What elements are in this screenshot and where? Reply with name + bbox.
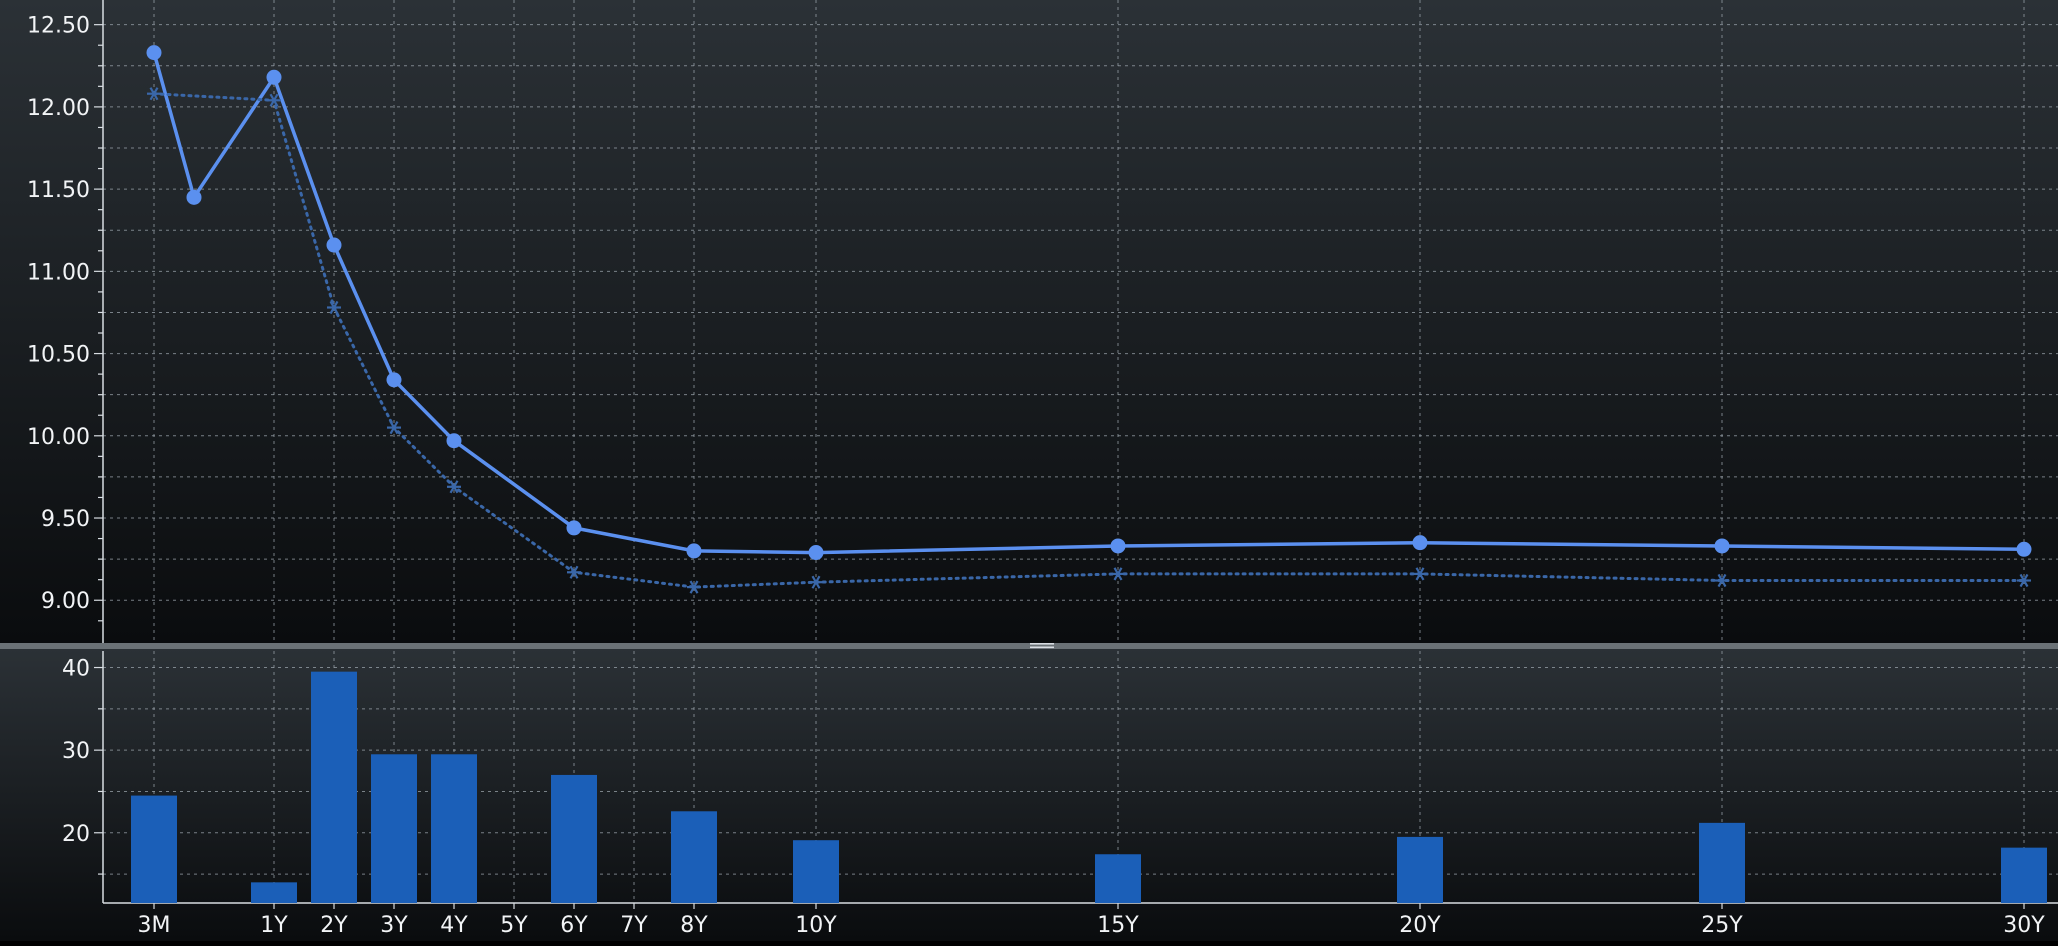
x-tick-label: 10Y [795, 913, 837, 938]
y-tick-label-bottom: 20 [62, 822, 90, 847]
volume-bars [131, 671, 2047, 903]
y-tick-label-top: 9.50 [41, 507, 90, 532]
x-tick-label: 6Y [560, 913, 588, 938]
current-curve-point [1412, 535, 1428, 551]
volume-bar [131, 795, 177, 903]
current-curve-point [386, 372, 402, 388]
volume-bar [793, 840, 839, 903]
current-curve-point [686, 543, 702, 559]
previous-curve-line [152, 92, 2026, 589]
x-tick-label: 15Y [1097, 913, 1139, 938]
current-curve-point [266, 69, 282, 85]
star-stroke [569, 565, 579, 579]
previous-curve-point [1413, 567, 1427, 581]
previous-curve-point [447, 480, 461, 494]
grid-lines [103, 0, 2058, 903]
current-curve-point [186, 189, 202, 205]
yield-lines [146, 45, 2032, 594]
lower-panel-background [0, 648, 2058, 941]
volume-bar [2001, 847, 2047, 903]
x-tick-label: 25Y [1701, 913, 1743, 938]
star-stroke [329, 300, 339, 315]
previous-curve-point [267, 93, 281, 107]
star-stroke [389, 420, 399, 435]
current-curve-point [2016, 541, 2032, 557]
x-tick-label: 4Y [440, 913, 468, 938]
x-tick-label: 20Y [1399, 913, 1441, 938]
panel-divider[interactable] [0, 643, 2058, 649]
divider-grip-icon[interactable] [1030, 643, 1054, 649]
x-tick-label: 2Y [320, 913, 348, 938]
previous-curve-point [809, 575, 823, 589]
volume-bar [371, 754, 417, 903]
previous-curve-point [567, 565, 581, 579]
x-tick-label: 3Y [380, 913, 408, 938]
y-tick-label-bottom: 30 [62, 739, 90, 764]
star-stroke [1717, 573, 1727, 588]
current-curve-point [808, 545, 824, 561]
x-tick-label: 1Y [260, 913, 288, 938]
y-tick-label-top: 10.50 [27, 343, 90, 368]
volume-bar [1397, 836, 1443, 903]
volume-bar [671, 811, 717, 903]
star-stroke [2019, 573, 2029, 588]
star-stroke [269, 93, 279, 107]
y-tick-label-top: 12.50 [27, 14, 90, 39]
current-curve-point [326, 237, 342, 253]
previous-curve-point [147, 87, 161, 101]
current-curve-point [1714, 538, 1730, 554]
star-stroke [689, 580, 699, 594]
x-tick-label: 8Y [680, 913, 708, 938]
current-curve-point [146, 45, 162, 61]
volume-bar [251, 882, 297, 903]
volume-bar [1699, 822, 1745, 903]
previous-curve-point [327, 300, 341, 315]
y-tick-label-top: 11.00 [27, 260, 90, 285]
volume-bar [551, 774, 597, 903]
star-stroke [149, 87, 159, 101]
tick-labels: 12.50 12.00 11.50 11.00 10.50 10.00 9.50 9.00 40… [27, 14, 2045, 938]
volume-bar [311, 671, 357, 903]
volume-bar [1095, 854, 1141, 903]
y-tick-label-top: 10.00 [27, 425, 90, 450]
current-curve-point [566, 520, 582, 536]
star-stroke [1113, 567, 1123, 581]
previous-curve-point [1715, 573, 1729, 588]
star-stroke [1415, 567, 1425, 581]
current-curve-point [446, 433, 462, 449]
star-stroke [449, 480, 459, 494]
current-curve-point [1110, 538, 1126, 554]
y-tick-label-top: 11.50 [27, 178, 90, 203]
previous-curve-point [2017, 573, 2031, 588]
previous-curve-point [387, 420, 401, 435]
y-tick-label-top: 9.00 [41, 589, 90, 614]
x-tick-label: 7Y [620, 913, 648, 938]
previous-curve-point [1111, 567, 1125, 581]
previous-curve-point [687, 580, 701, 594]
x-tick-label: 30Y [2003, 913, 2045, 938]
x-tick-label: 3M [138, 913, 171, 938]
x-tick-label: 5Y [500, 913, 528, 938]
y-tick-label-bottom: 40 [62, 657, 90, 682]
y-tick-label-top: 12.00 [27, 96, 90, 121]
volume-bar [431, 754, 477, 903]
star-stroke [811, 575, 821, 589]
